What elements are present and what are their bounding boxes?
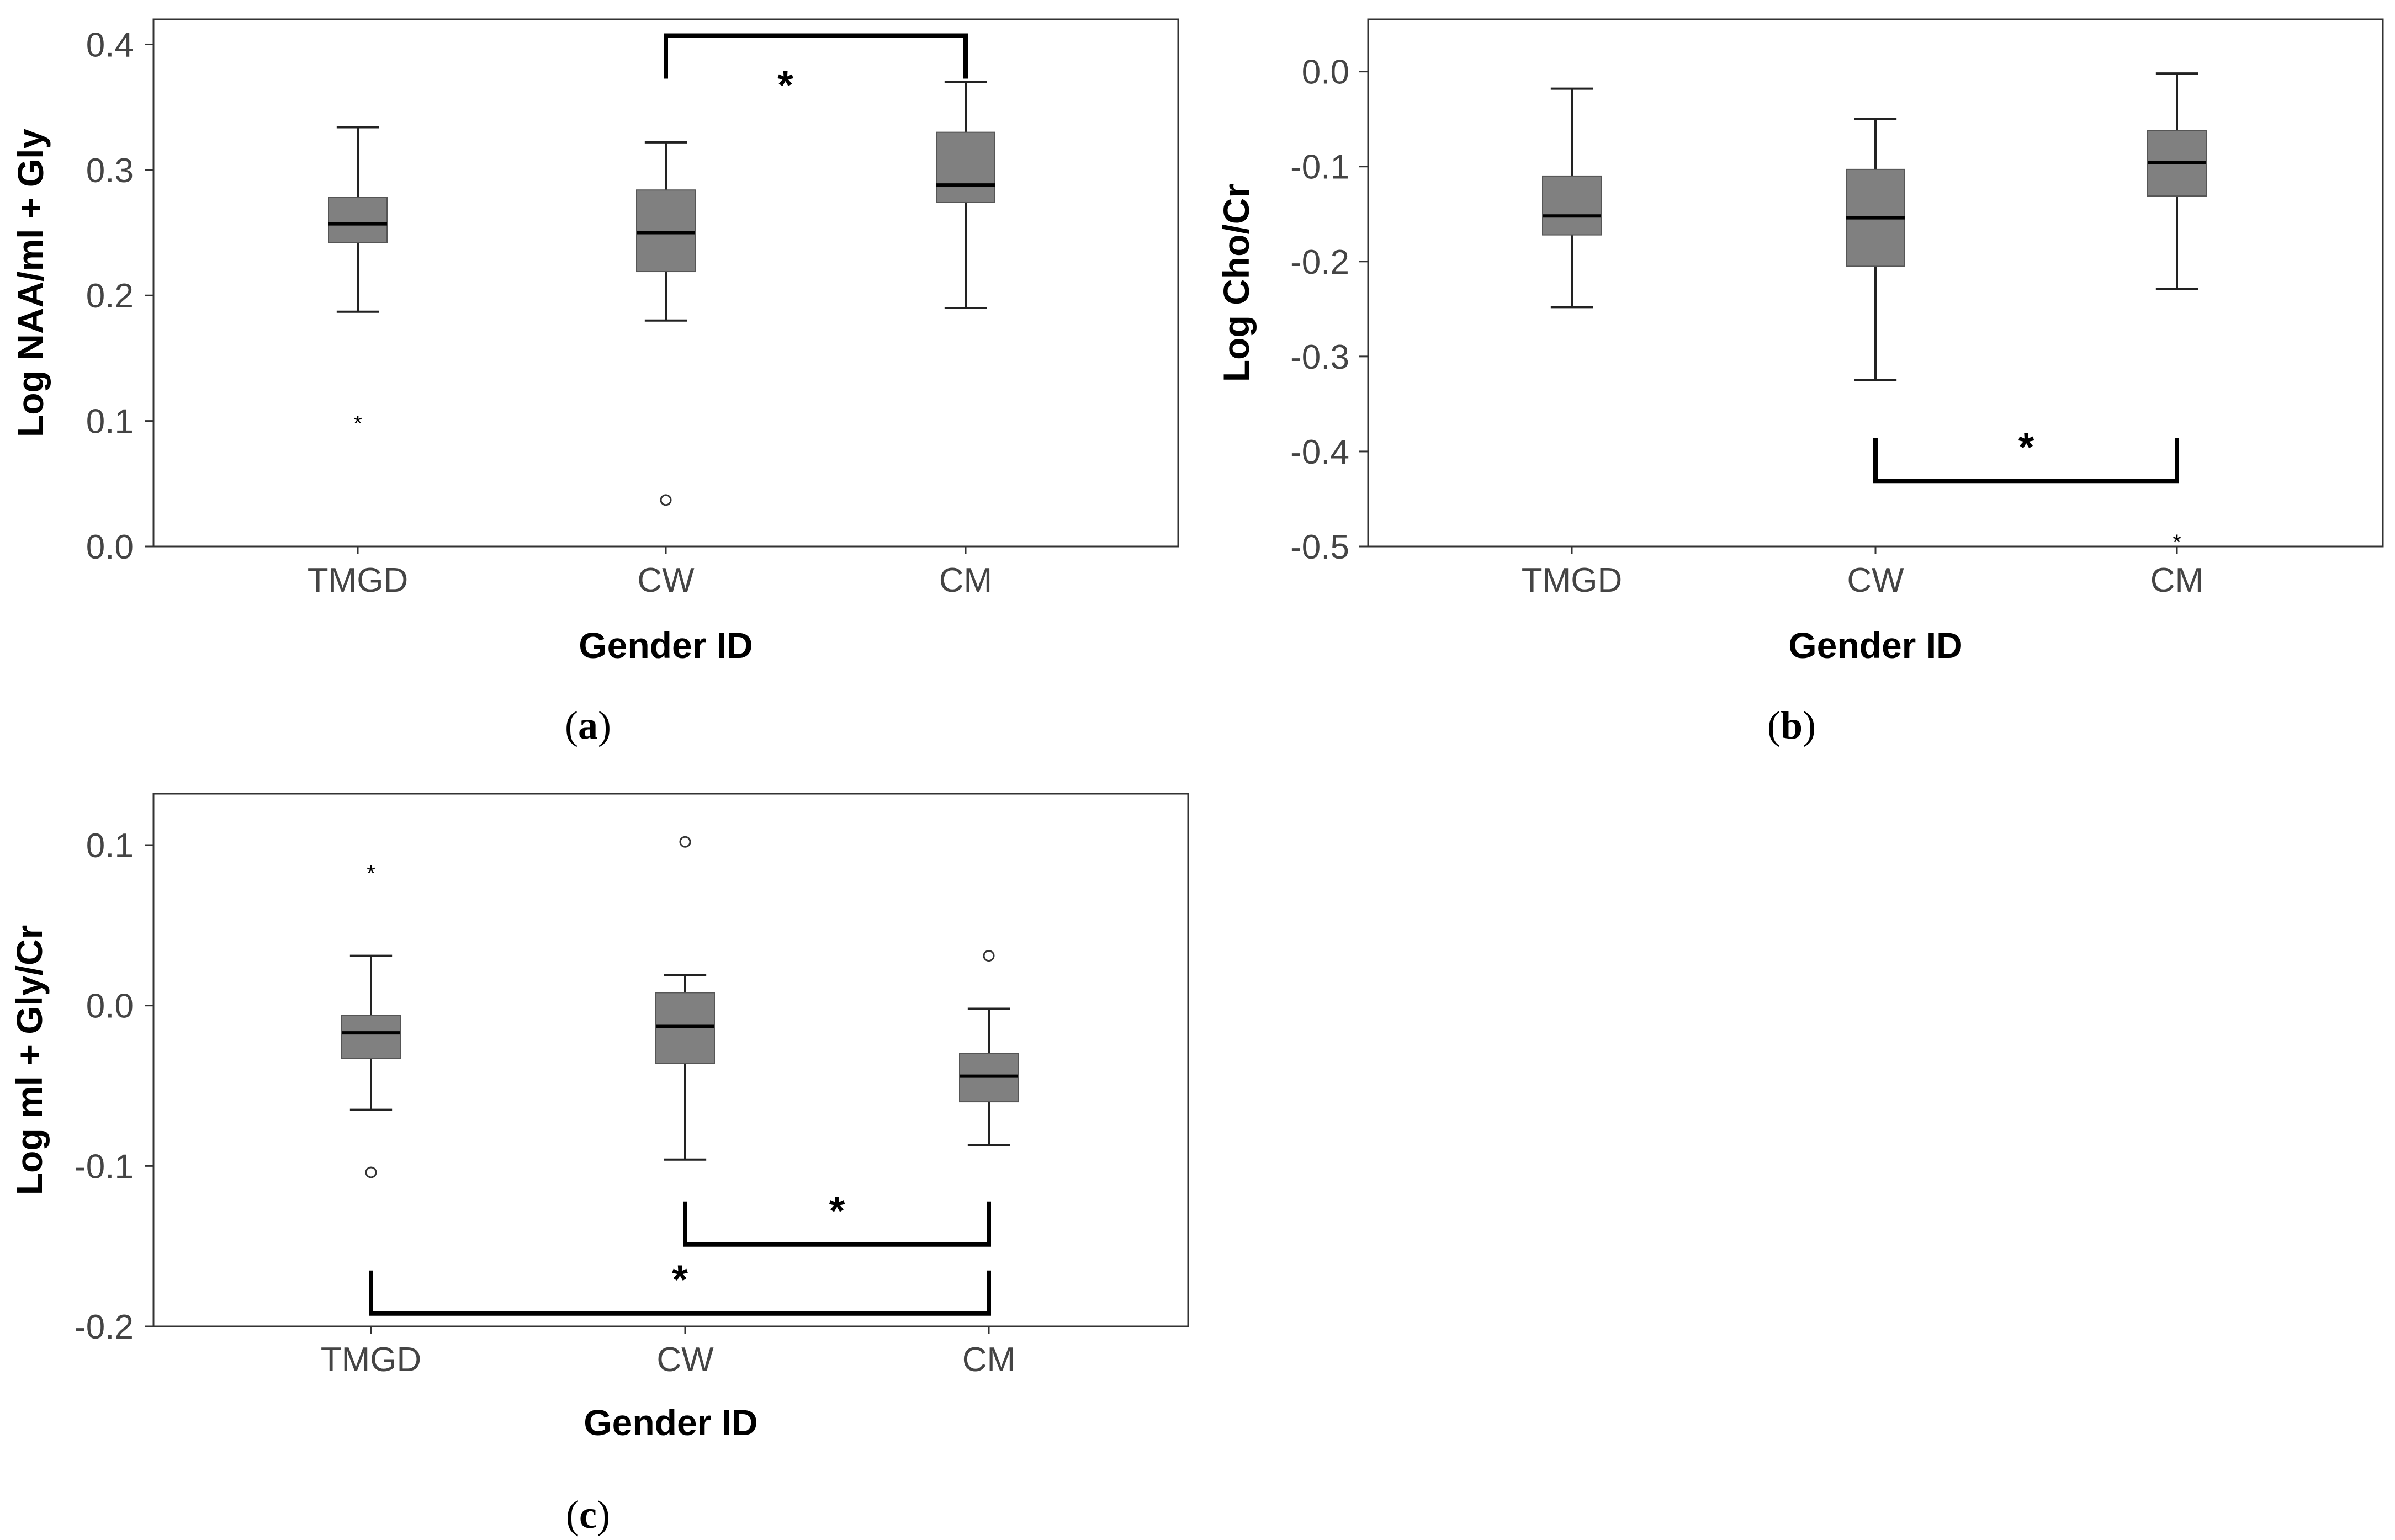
panel-b-category-label: CW <box>1847 561 1904 599</box>
panel-c-category-label: TMGD <box>321 1341 422 1379</box>
panel-b-ytick-label: 0.0 <box>1302 54 1349 92</box>
panel-c-category-label: CM <box>962 1341 1015 1379</box>
panel-b-significance-0-bracket <box>1873 438 2179 484</box>
panel-c-plot-frame <box>152 793 1189 1327</box>
panel-a-category-label: TMGD <box>308 561 409 599</box>
panel-c-x-axis-title: Gender ID <box>584 1402 757 1443</box>
caption-b: (b) <box>1767 703 1816 747</box>
panel-c-tmgd-box <box>341 1015 401 1059</box>
panel-b-ytick-label: -0.5 <box>1290 528 1349 566</box>
panel-a-ytick-label: 0.3 <box>86 152 134 190</box>
panel-b-category-label: TMGD <box>1522 561 1623 599</box>
panel-a-ytick-label: 0.2 <box>86 277 134 315</box>
caption-a: (a) <box>565 703 611 747</box>
panel-c-ytick-label: -0.1 <box>75 1148 134 1186</box>
panel-c-y-axis-title: Log ml + Gly/Cr <box>9 925 50 1196</box>
panel-c-ytick-label: -0.2 <box>75 1308 134 1346</box>
panel-a-x-axis-title: Gender ID <box>579 625 753 666</box>
panel-b-y-axis-title: Log Cho/Cr <box>1216 184 1257 382</box>
panel-a-category-label: CW <box>637 561 695 599</box>
panel-b-x-axis-title: Gender ID <box>1788 625 1962 666</box>
panel-a-cw-box <box>636 189 696 273</box>
panel-c-ytick-label: 0.1 <box>86 827 134 865</box>
panel-b-significance-0-label: * <box>2018 424 2034 470</box>
panel-a-ytick-label: 0.1 <box>86 403 134 441</box>
panel-a-tmgd-box <box>328 197 388 243</box>
panel-c-significance-0-bracket <box>683 1201 991 1247</box>
panel-b-category-label: CM <box>2150 561 2203 599</box>
panel-a-significance-0-label: * <box>777 62 793 108</box>
panel-b-ytick-label: -0.4 <box>1290 433 1349 471</box>
panel-b-ytick-label: -0.3 <box>1290 338 1349 376</box>
panel-a-cm-box <box>936 131 995 203</box>
panel-b-ytick-label: -0.2 <box>1290 243 1349 282</box>
panel-c-cw-outlier-circle <box>679 836 691 848</box>
panel-b-cm-outlier-star: * <box>2173 530 2181 555</box>
panel-a-tmgd-outlier-star: * <box>353 412 362 436</box>
panel-a-cw-outlier-circle <box>660 494 672 506</box>
panel-c-tmgd-outlier-star: * <box>367 862 375 886</box>
panel-c-significance-1-bracket <box>369 1270 991 1316</box>
panel-c-ytick-label: 0.0 <box>86 987 134 1026</box>
panel-c-significance-1-label: * <box>672 1257 688 1303</box>
panel-c-cm-outlier-circle <box>983 950 995 962</box>
caption-c: (c) <box>566 1493 610 1537</box>
panel-a-ytick-label: 0.0 <box>86 528 134 566</box>
panel-a-ytick-label: 0.4 <box>86 26 134 64</box>
panel-c-significance-0-label: * <box>829 1188 845 1234</box>
panel-c-tmgd-outlier-circle <box>365 1166 377 1178</box>
panel-c-category-label: CW <box>656 1341 714 1379</box>
panel-a-significance-0-bracket <box>664 33 968 79</box>
panel-b-tmgd-box <box>1542 175 1602 236</box>
panel-a-y-axis-title: Log NAA/ml + Gly <box>10 129 51 438</box>
panel-b-ytick-label: -0.1 <box>1290 148 1349 187</box>
panel-a-category-label: CM <box>939 561 992 599</box>
